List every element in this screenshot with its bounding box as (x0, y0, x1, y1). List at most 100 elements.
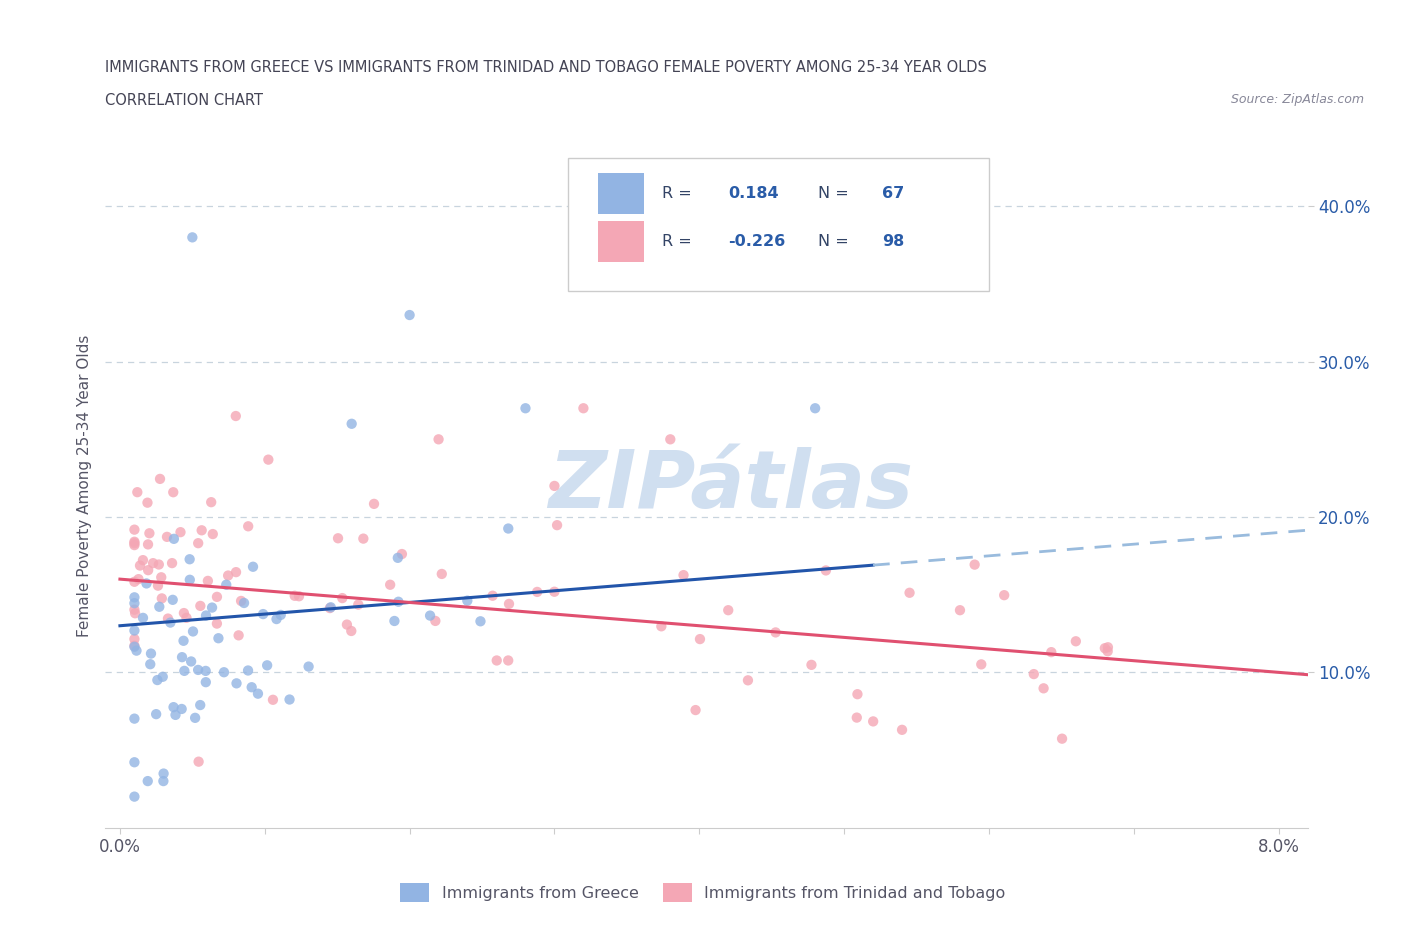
Point (515, 401, 537, 416)
Text: 67: 67 (882, 186, 904, 201)
Point (124, 596, 146, 611)
Point (498, 521, 520, 536)
Point (170, 701, 193, 716)
Point (387, 551, 409, 565)
Point (165, 708, 187, 723)
Point (170, 650, 193, 665)
Point (138, 525, 160, 540)
Point (201, 600, 224, 615)
Point (149, 472, 172, 486)
Point (1032, 681, 1054, 696)
Point (427, 432, 450, 446)
Point (1064, 634, 1087, 649)
Point (1022, 667, 1045, 682)
Point (1040, 644, 1063, 659)
Point (162, 592, 184, 607)
Point (319, 601, 342, 616)
Point (391, 547, 413, 562)
Point (187, 536, 209, 551)
Point (136, 496, 159, 511)
Point (194, 675, 217, 690)
Point (207, 631, 229, 645)
Point (125, 644, 148, 658)
Point (188, 598, 211, 613)
Text: Source: ZipAtlas.com: Source: ZipAtlas.com (1230, 93, 1364, 106)
Point (242, 559, 264, 574)
Point (124, 523, 146, 538)
Point (481, 589, 503, 604)
Point (136, 774, 159, 789)
Point (124, 603, 146, 618)
Point (148, 599, 170, 614)
Point (363, 497, 385, 512)
Point (162, 485, 184, 499)
Point (139, 657, 162, 671)
Point (963, 557, 986, 572)
Bar (599, 173, 644, 214)
Point (380, 578, 402, 592)
Point (163, 531, 186, 546)
Point (526, 584, 548, 599)
Point (217, 568, 239, 583)
Y-axis label: Female Poverty Among 25-34 Year Olds: Female Poverty Among 25-34 Year Olds (77, 335, 93, 637)
Point (124, 639, 146, 654)
Point (136, 537, 159, 551)
Point (188, 698, 211, 712)
Text: N =: N = (818, 234, 855, 249)
Point (572, 401, 595, 416)
Point (240, 680, 263, 695)
Point (1097, 640, 1119, 655)
Point (970, 657, 993, 671)
Point (419, 608, 441, 623)
Point (1097, 644, 1119, 658)
Point (284, 589, 307, 604)
Point (288, 589, 311, 604)
Point (804, 401, 827, 416)
Point (132, 610, 155, 625)
Point (278, 692, 301, 707)
Point (124, 575, 146, 590)
Point (124, 536, 146, 551)
Point (246, 686, 269, 701)
Point (152, 766, 174, 781)
Point (846, 686, 869, 701)
Point (124, 631, 146, 646)
Point (347, 597, 370, 612)
Point (187, 662, 209, 677)
Point (212, 665, 235, 680)
Point (162, 699, 184, 714)
Point (470, 614, 492, 629)
Point (225, 565, 247, 579)
Point (543, 584, 565, 599)
Point (319, 600, 342, 615)
Point (146, 672, 169, 687)
Point (238, 519, 260, 534)
Point (156, 529, 179, 544)
Text: 0.184: 0.184 (728, 186, 779, 201)
Point (187, 754, 209, 769)
Point (496, 653, 519, 668)
Text: ZIPátlas: ZIPátlas (548, 447, 912, 525)
Point (124, 623, 146, 638)
Point (181, 624, 204, 639)
Point (672, 567, 695, 582)
Point (184, 711, 207, 725)
Point (650, 618, 672, 633)
Point (150, 591, 173, 605)
Text: 98: 98 (882, 234, 904, 249)
Point (270, 607, 292, 622)
Point (689, 631, 711, 646)
Point (765, 625, 787, 640)
Point (891, 723, 914, 737)
Point (139, 646, 162, 661)
Point (124, 538, 146, 552)
Point (800, 658, 823, 672)
Point (129, 558, 152, 573)
Point (456, 593, 478, 608)
Point (142, 556, 165, 571)
Point (225, 676, 247, 691)
Text: R =: R = (662, 234, 697, 249)
Point (173, 633, 195, 648)
Point (124, 711, 146, 726)
Point (685, 703, 707, 718)
